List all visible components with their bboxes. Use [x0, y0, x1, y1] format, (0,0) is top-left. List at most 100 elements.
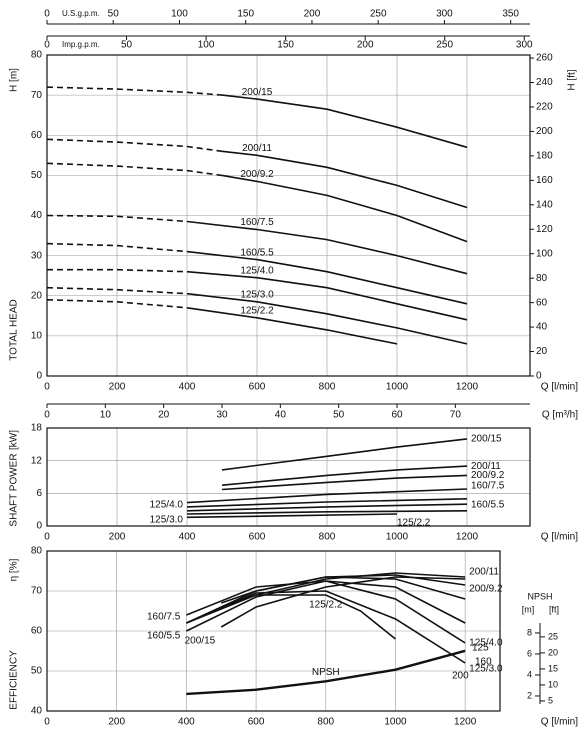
curve-label: 125/3.0	[240, 289, 274, 300]
curve-dashed	[46, 214, 188, 223]
y-tick-label: 50	[31, 170, 43, 181]
x-tick-label: 200	[109, 532, 126, 543]
curve-label: 160/5.5	[240, 247, 274, 258]
curve	[186, 503, 468, 512]
top-axis-label: 0	[44, 40, 50, 51]
npsh-m-tick-label: 4	[527, 669, 532, 679]
x-tick-label: 1000	[384, 717, 407, 728]
x-tick-label: 600	[248, 717, 265, 728]
curve	[186, 307, 398, 345]
curve-dashed	[46, 138, 223, 153]
y-tick-label: 80	[31, 546, 43, 557]
x-tick-label: 600	[249, 532, 266, 543]
plot-frame	[46, 427, 531, 527]
curve-label: 125/4.0	[150, 499, 184, 510]
x-tick-label: 600	[249, 382, 266, 393]
x-tick-label: 0	[44, 532, 50, 543]
npsh-title: NPSH	[527, 591, 552, 601]
bottom-axis-label: 40	[275, 410, 287, 421]
y-tick-label: 0	[36, 521, 42, 532]
y-unit-label: H [m]	[9, 68, 20, 92]
curve-dashed	[47, 268, 188, 273]
top-axis-label: 0	[44, 9, 50, 20]
curve-label: 125/3.0	[150, 515, 184, 526]
y-tick-label: 40	[31, 210, 43, 221]
plot-frame	[46, 550, 501, 712]
bottom-axis-label: 50	[333, 410, 345, 421]
top-axis-label: 250	[370, 9, 387, 20]
npsh-m-tick-label: 6	[527, 648, 532, 658]
curve	[186, 580, 466, 644]
y-tick-label: 40	[31, 706, 43, 717]
y-tick-label: 50	[31, 666, 43, 677]
label-bg	[497, 380, 579, 394]
bottom-axis-label: 20	[158, 410, 170, 421]
top-axis-label: 350	[502, 9, 519, 20]
curve-label: 125/2.2	[240, 305, 274, 316]
x-tick-label: 0	[44, 717, 50, 728]
y-unit-label: [kW]	[9, 430, 20, 450]
x-tick-label: 1000	[386, 382, 409, 393]
curve	[186, 576, 466, 624]
label-bg	[497, 408, 579, 422]
x-axis-title: Q [l/min]	[541, 717, 578, 728]
y2-tick-label: 100	[536, 248, 553, 259]
y-tick-label: 20	[31, 290, 43, 301]
y-tick-label: 6	[36, 488, 42, 499]
curve-label: 200/9.2	[469, 584, 503, 595]
y2-tick-label: 180	[536, 151, 553, 162]
npsh-m-tick-label: 8	[527, 627, 532, 637]
curve	[186, 270, 468, 321]
x-tick-label: 200	[109, 382, 126, 393]
y-tick-label: 60	[31, 626, 43, 637]
top-axis-label: 300	[436, 9, 453, 20]
x-tick-label: 800	[317, 717, 334, 728]
npsh-ft-label: [ft]	[549, 604, 559, 614]
curve-label: 200/9.2	[240, 169, 274, 180]
y2-tick-label: 240	[536, 77, 553, 88]
y-tick-label: 12	[31, 455, 43, 466]
curve-dashed	[46, 286, 188, 295]
curve	[186, 590, 466, 664]
curve	[221, 465, 468, 486]
curve-label: 125/4.0	[469, 638, 503, 649]
curve-label: 125/3.0	[469, 664, 503, 675]
curve-dashed	[46, 86, 223, 96]
x-tick-label: 1200	[454, 717, 477, 728]
curve	[221, 94, 468, 149]
x-axis-title: Q [l/min]	[541, 532, 578, 543]
curve-label: 200/11	[242, 143, 272, 154]
y-tick-label: 70	[31, 90, 43, 101]
y2-tick-label: 0	[536, 371, 542, 382]
top-axis-title: Imp.g.p.m.	[62, 40, 100, 49]
x-tick-label: 400	[178, 717, 195, 728]
curve-label: NPSH	[312, 667, 340, 678]
top-axis-label: 50	[121, 40, 133, 51]
curve-label: 160/7.5	[240, 217, 274, 228]
bottom-axis-label: 30	[216, 410, 228, 421]
curve-label: 160/5.5	[147, 631, 181, 642]
y2-tick-label: 60	[536, 297, 548, 308]
npsh-ft-tick-label: 10	[548, 679, 558, 689]
y-unit-label: η [%]	[9, 558, 20, 581]
y2-tick-label: 20	[536, 346, 548, 357]
curve	[186, 513, 398, 519]
label-bg	[497, 715, 579, 729]
y-tick-label: 18	[31, 423, 43, 434]
annotation: 200	[452, 671, 469, 682]
npsh-ft-tick-label: 15	[548, 663, 558, 673]
curve-label: 200/11	[469, 567, 499, 578]
top-axis-label: 300	[516, 40, 533, 51]
curve	[186, 510, 468, 515]
y-tick-label: 0	[36, 371, 42, 382]
y-tick-label: 30	[31, 250, 43, 261]
npsh-m-label: [m]	[522, 604, 535, 614]
curve	[186, 250, 468, 305]
top-axis-label: 150	[237, 9, 254, 20]
bottom-axis-label: 0	[44, 410, 50, 421]
curve-label: 125/2.2	[397, 518, 431, 529]
curve	[186, 220, 468, 275]
curve	[221, 474, 468, 491]
